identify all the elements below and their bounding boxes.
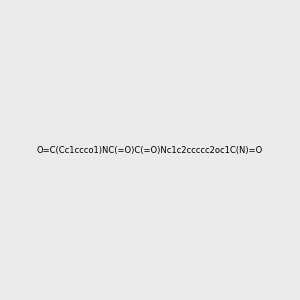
Text: O=C(Cc1ccco1)NC(=O)C(=O)Nc1c2ccccc2oc1C(N)=O: O=C(Cc1ccco1)NC(=O)C(=O)Nc1c2ccccc2oc1C(… bbox=[37, 146, 263, 154]
